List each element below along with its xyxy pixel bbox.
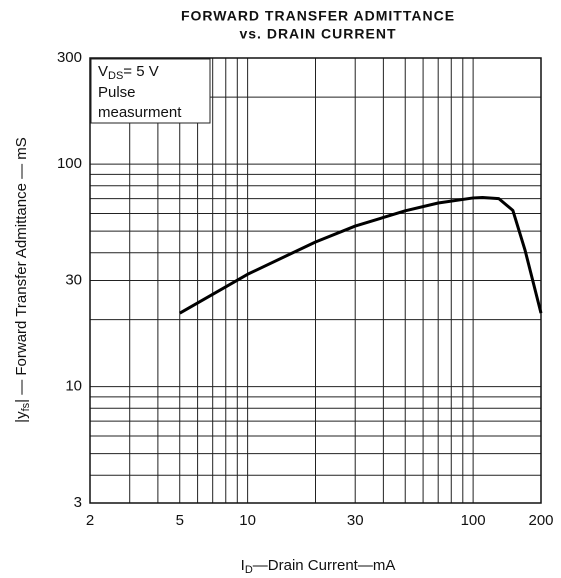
y-tick-label: 100 (57, 155, 82, 172)
x-label-part: I (241, 557, 245, 574)
annotation: Pulse (98, 84, 136, 101)
x-tick-label: 5 (176, 512, 184, 529)
y-label-part: |y (13, 411, 30, 423)
y-tick-label: 30 (65, 271, 82, 288)
x-tick-label: 100 (461, 512, 486, 529)
y-axis-label: |yfs| — Forward Transfer Admittance — mS (13, 137, 32, 423)
annotation-box (90, 58, 211, 124)
x-tick-label: 10 (239, 512, 256, 529)
x-label-sub: D (245, 564, 253, 576)
x-tick-label: 2 (86, 512, 94, 529)
y-label-part: | — Forward Transfer Admittance — mS (13, 137, 30, 403)
chart-title: vs. DRAIN CURRENT (239, 26, 396, 42)
x-tick-label: 200 (528, 512, 553, 529)
annotation-sub: DS (108, 70, 123, 82)
plot-frame (89, 57, 542, 504)
y-label-sub: fs (20, 402, 32, 411)
chart-title: FORWARD TRANSFER ADMITTANCE (181, 8, 455, 24)
x-label-part: —Drain Current—mA (253, 557, 396, 574)
y-tick-label: 300 (57, 49, 82, 66)
plot-area (89, 57, 543, 504)
annotation: measurment (98, 104, 182, 121)
annotation-part: = 5 V (123, 63, 158, 80)
x-tick-label: 30 (347, 512, 364, 529)
data-line (178, 196, 543, 315)
y-tick-label: 10 (65, 378, 82, 395)
x-axis-label: ID—Drain Current—mA (241, 557, 396, 576)
annotation: VDS= 5 V (98, 63, 159, 82)
annotation-part: V (98, 63, 108, 80)
y-tick-label: 3 (74, 494, 82, 511)
